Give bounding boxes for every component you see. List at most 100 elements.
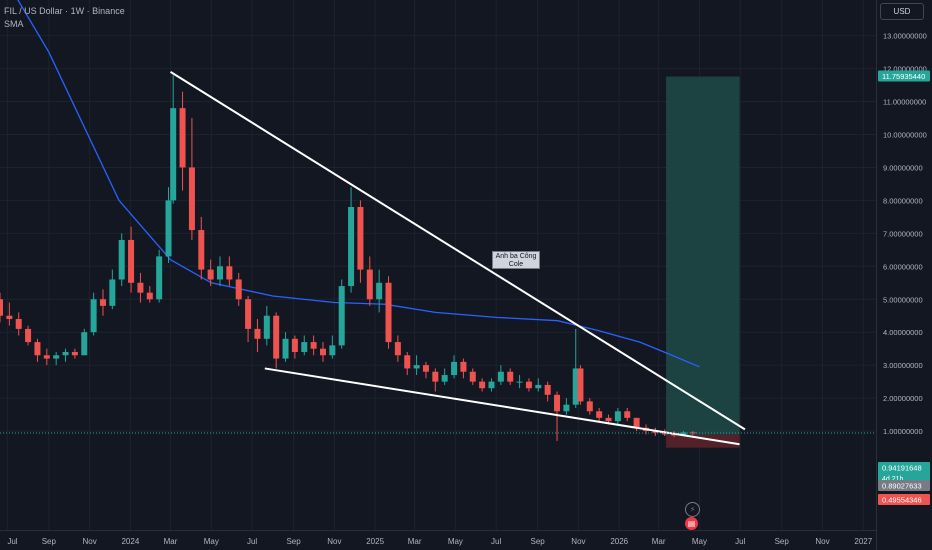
y-tick-labels: 1.00000000 2.00000000 3.00000000 4.00000000… bbox=[883, 32, 927, 436]
candle-body bbox=[689, 432, 696, 434]
candle bbox=[254, 319, 261, 352]
candle-body bbox=[99, 299, 106, 306]
price-label-bg bbox=[878, 462, 930, 484]
candle-body bbox=[385, 282, 392, 343]
candle-body bbox=[586, 401, 593, 412]
candle bbox=[338, 279, 345, 349]
candle-body bbox=[34, 342, 41, 356]
y-tick-label: 10.00000000 bbox=[883, 131, 927, 140]
x-tick-label: 2024 bbox=[121, 537, 139, 546]
y-tick-label: 3.00000000 bbox=[883, 361, 923, 370]
candle-body bbox=[507, 371, 514, 382]
candle-body bbox=[71, 351, 78, 356]
text-annotation[interactable]: Anh ba Công Cole bbox=[492, 251, 540, 269]
candle bbox=[577, 365, 584, 405]
candle-body bbox=[217, 266, 224, 280]
indicator-label[interactable]: SMA bbox=[4, 19, 24, 29]
candle bbox=[385, 276, 392, 349]
candle bbox=[245, 295, 252, 343]
lower-trendline bbox=[264, 367, 740, 446]
candle bbox=[128, 226, 135, 293]
candle-body bbox=[43, 355, 50, 359]
x-tick-label: Nov bbox=[815, 537, 829, 546]
candle bbox=[90, 292, 97, 336]
candle-body bbox=[109, 279, 116, 306]
candle bbox=[460, 358, 467, 379]
annotation-line-1: Anh ba Công bbox=[495, 253, 537, 260]
price-label-bg bbox=[878, 480, 930, 491]
candle-body bbox=[572, 368, 579, 405]
x-tick-label: Mar bbox=[164, 537, 178, 546]
candle bbox=[348, 187, 355, 293]
candle bbox=[652, 427, 659, 436]
x-tick-label: 2026 bbox=[610, 537, 628, 546]
candle-body bbox=[128, 239, 135, 283]
candle bbox=[15, 312, 22, 336]
y-tick-label: 13.00000000 bbox=[883, 32, 927, 41]
candle-body bbox=[310, 342, 317, 349]
y-tick-label: 5.00000000 bbox=[883, 295, 923, 304]
candle bbox=[633, 417, 640, 432]
chart-title: FIL / US Dollar · 1W · Binance bbox=[4, 6, 125, 16]
x-tick-label: Mar bbox=[652, 537, 666, 546]
candle-body bbox=[516, 381, 523, 383]
candle-body bbox=[338, 286, 345, 346]
candle bbox=[198, 216, 205, 280]
candle-body bbox=[544, 384, 551, 395]
x-tick-label: Nov bbox=[82, 537, 96, 546]
candle bbox=[488, 378, 495, 392]
y-tick-label: 1.00000000 bbox=[883, 427, 923, 436]
currency-button[interactable]: USD bbox=[880, 3, 924, 20]
x-tick-label: Jul bbox=[247, 537, 257, 546]
candle-body bbox=[0, 299, 3, 316]
price-label-bg bbox=[878, 70, 930, 82]
candle-body bbox=[671, 434, 678, 436]
candle bbox=[544, 381, 551, 402]
candle-body bbox=[254, 328, 261, 339]
x-tick-label: Sep bbox=[775, 537, 790, 546]
upper-trendline bbox=[169, 71, 746, 431]
candle-body bbox=[137, 282, 144, 293]
candle-body bbox=[394, 342, 401, 356]
candle-body bbox=[357, 206, 364, 270]
x-tick-label: Nov bbox=[327, 537, 341, 546]
news-icon[interactable]: ▤ bbox=[685, 517, 698, 530]
candle-body bbox=[156, 256, 163, 300]
x-tick-label: Sep bbox=[531, 537, 546, 546]
lightning-icon[interactable]: ⚡ bbox=[685, 502, 700, 517]
price-label-last: 0.94191648 4d 21h bbox=[878, 462, 930, 484]
y-tick-label: 4.00000000 bbox=[883, 328, 923, 337]
candle bbox=[217, 256, 224, 287]
candle-body bbox=[53, 355, 60, 359]
candle bbox=[614, 407, 621, 425]
y-tick-label: 7.00000000 bbox=[883, 229, 923, 238]
price-label-value: 11.75935440 bbox=[882, 72, 925, 81]
y-tick-label: 6.00000000 bbox=[883, 262, 923, 271]
candle bbox=[137, 272, 144, 303]
candle bbox=[43, 348, 50, 366]
price-label-value: 0.89027633 bbox=[882, 482, 922, 491]
candle bbox=[497, 365, 504, 385]
candle-body bbox=[329, 345, 336, 356]
sma-line bbox=[17, 0, 700, 368]
candle bbox=[357, 200, 364, 283]
price-label-value: 0.94191648 bbox=[882, 464, 922, 473]
candle-body bbox=[525, 381, 532, 389]
candle-body bbox=[404, 355, 411, 369]
candle bbox=[291, 335, 298, 359]
x-tick-label: Sep bbox=[42, 537, 57, 546]
candle bbox=[479, 378, 486, 392]
x-tick-label: Sep bbox=[286, 537, 301, 546]
candle bbox=[404, 351, 411, 376]
candle bbox=[53, 351, 60, 366]
candle bbox=[170, 75, 177, 204]
candle-body bbox=[614, 411, 621, 422]
candle-body bbox=[273, 315, 280, 359]
candle-body bbox=[366, 269, 373, 300]
candle bbox=[310, 335, 317, 356]
candle bbox=[329, 335, 336, 359]
x-tick-label: May bbox=[204, 537, 219, 546]
candle-body bbox=[25, 328, 32, 343]
candle-body bbox=[282, 338, 289, 359]
